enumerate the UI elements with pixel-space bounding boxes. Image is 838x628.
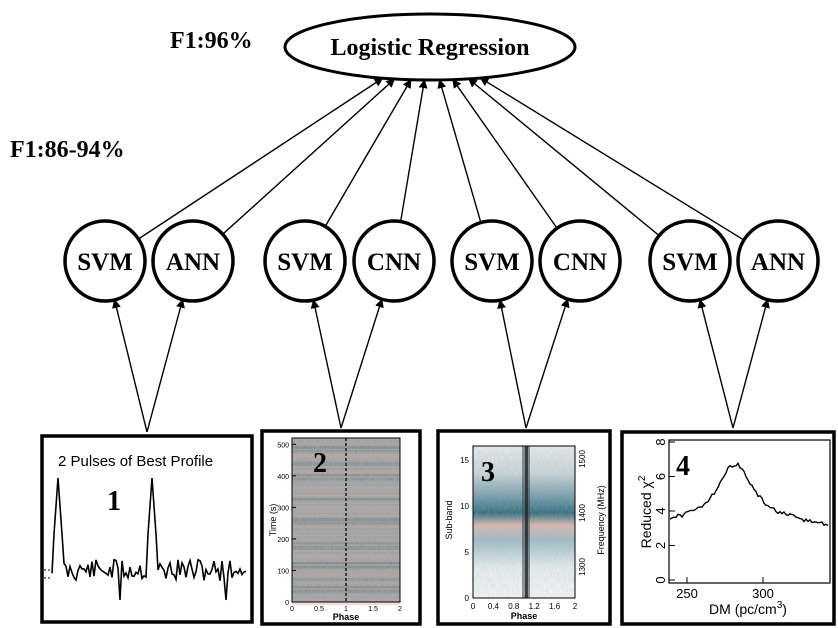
panel-2-xtick: 0.5 bbox=[314, 606, 324, 613]
root-node: Logistic Regression bbox=[283, 12, 577, 82]
panel-3-yticks: 0 5 10 15 bbox=[460, 456, 469, 603]
panel-1-title: 2 Pulses of Best Profile bbox=[58, 453, 213, 470]
panel-2-ytick: 100 bbox=[277, 568, 289, 575]
panel-3-ytick-right: 1500 bbox=[578, 450, 587, 468]
panel-3-xticks: 0 0.4 0.8 1.2 1.6 2 bbox=[471, 602, 578, 611]
panel-1-number: 1 bbox=[107, 486, 121, 517]
panel-4-xticks: 250 300 bbox=[676, 577, 774, 601]
classifier-node: SVM bbox=[263, 219, 347, 303]
dm-curve bbox=[669, 461, 829, 527]
edge-classifier-to-root bbox=[222, 78, 396, 235]
edge-classifier-to-root bbox=[437, 79, 482, 223]
classifier-label: CNN bbox=[553, 249, 607, 276]
panel-2-xticks: 0 0.5 1 1.5 2 bbox=[290, 606, 402, 613]
edge-feature-to-classifier bbox=[697, 298, 734, 429]
panel-2-xtick: 2 bbox=[398, 606, 402, 613]
panel-4-number: 4 bbox=[676, 451, 690, 482]
edge-feature-to-classifier bbox=[525, 298, 570, 429]
panel-2-xtick: 1.5 bbox=[368, 606, 378, 613]
panel-4-ylabel: Reduced χ2 bbox=[637, 475, 654, 548]
classifier-node: SVM bbox=[450, 219, 534, 303]
classifier-label: SVM bbox=[277, 249, 333, 276]
root-label: Logistic Regression bbox=[331, 35, 530, 61]
panel-3-xtick: 0.8 bbox=[508, 602, 520, 611]
panel-2-ylabel: Time (s) bbox=[268, 504, 278, 537]
panel-4-ytick: 2 bbox=[653, 542, 668, 549]
panel-2-ytick: 0 bbox=[285, 600, 289, 607]
classifier-label: ANN bbox=[166, 249, 220, 276]
panel-3-ylabel-right: Frequency (MHz) bbox=[596, 485, 606, 555]
panel-2-yticks: 0 100 200 300 400 500 bbox=[277, 442, 296, 607]
panel-3-xtick: 2 bbox=[573, 602, 578, 611]
classifier-node: CNN bbox=[352, 219, 436, 303]
panel-3-ylabel: Sub-band bbox=[444, 500, 454, 539]
edge-feature-to-classifier bbox=[497, 299, 527, 429]
edge-classifier-to-root bbox=[399, 79, 428, 222]
edge-feature-to-classifier bbox=[112, 298, 148, 433]
panel-4: 4 0 2 4 6 8 250 300 Reduced χ2 DM (pc/cm3) bbox=[620, 430, 836, 626]
edges bbox=[112, 77, 770, 433]
panel-2-ytick: 300 bbox=[277, 505, 289, 512]
panel-2: 2 Time (s) 0 100 200 300 400 500 0 0.5 1 1.5 2 Ph… bbox=[260, 429, 422, 626]
panel-3-xlabel: Phase bbox=[511, 611, 538, 621]
panel-3-xtick: 1.6 bbox=[549, 602, 561, 611]
panel-2-ytick: 400 bbox=[277, 474, 289, 481]
panel-3-ytick: 15 bbox=[460, 456, 469, 465]
panel-2-xtick: 1 bbox=[344, 606, 348, 613]
edge-classifier-to-root bbox=[452, 78, 558, 229]
profile-line bbox=[51, 477, 247, 601]
panel-1: 2 Pulses of Best Profile 1 bbox=[40, 434, 254, 624]
base-score: F1:86-94% bbox=[10, 137, 125, 163]
edge-feature-to-classifier bbox=[146, 298, 185, 433]
panel-3-xtick: 1.2 bbox=[529, 602, 541, 611]
panel-3-ytick: 0 bbox=[465, 594, 470, 603]
panel-3: 3 Sub-band Frequency (MHz) 0 5 10 15 1300 14… bbox=[436, 429, 612, 626]
panel-3-ytick: 5 bbox=[465, 548, 470, 557]
panel-4-ytick: 8 bbox=[653, 438, 668, 445]
root-ellipse bbox=[283, 12, 577, 82]
panel-4-ytick: 0 bbox=[653, 576, 668, 583]
edge-classifier-to-root bbox=[479, 77, 745, 241]
classifier-node: ANN bbox=[151, 219, 235, 303]
classifier-label: SVM bbox=[464, 249, 520, 276]
edge-feature-to-classifier bbox=[732, 298, 770, 429]
panel-3-yticks-right: 1300 1400 1500 bbox=[578, 450, 587, 576]
edge-classifier-to-root bbox=[467, 78, 660, 237]
classifier-node: SVM bbox=[63, 219, 147, 303]
panel-4-xtick: 250 bbox=[676, 586, 698, 601]
classifier-node: CNN bbox=[538, 219, 622, 303]
classifier-label: CNN bbox=[367, 249, 421, 276]
ensemble-score: F1:96% bbox=[170, 28, 253, 54]
classifier-label: SVM bbox=[662, 249, 718, 276]
panel-2-xtick: 0 bbox=[290, 606, 294, 613]
panel-4-ytick: 6 bbox=[653, 473, 668, 480]
panel-3-number: 3 bbox=[481, 457, 495, 488]
edge-classifier-to-root bbox=[138, 77, 384, 240]
panel-2-ytick: 200 bbox=[277, 537, 289, 544]
panel-4-ytick: 4 bbox=[653, 507, 668, 514]
classifier-label: SVM bbox=[77, 249, 133, 276]
classifier-layer: SVM ANN SVM CNN SVM CNN SVM ANN bbox=[63, 219, 820, 303]
edge-feature-to-classifier bbox=[310, 299, 342, 429]
panel-2-xlabel: Phase bbox=[333, 612, 360, 622]
panel-3-xtick: 0 bbox=[471, 602, 476, 611]
classifier-node: ANN bbox=[736, 219, 820, 303]
panel-3-ytick-right: 1300 bbox=[578, 558, 587, 576]
classifier-node: SVM bbox=[648, 219, 732, 303]
edge-classifier-to-root bbox=[324, 78, 412, 227]
panel-4-xlabel: DM (pc/cm3) bbox=[709, 600, 787, 617]
edge-feature-to-classifier bbox=[340, 298, 384, 429]
panel-3-ytick-right: 1400 bbox=[578, 504, 587, 522]
panel-3-ytick: 10 bbox=[460, 502, 469, 511]
panel-4-xtick: 300 bbox=[752, 586, 774, 601]
panel-4-yticks: 0 2 4 6 8 bbox=[653, 438, 675, 584]
panel-2-number: 2 bbox=[313, 448, 327, 479]
classifier-label: ANN bbox=[751, 249, 805, 276]
panel-3-xtick: 0.4 bbox=[488, 602, 500, 611]
panel-2-ytick: 500 bbox=[277, 442, 289, 449]
